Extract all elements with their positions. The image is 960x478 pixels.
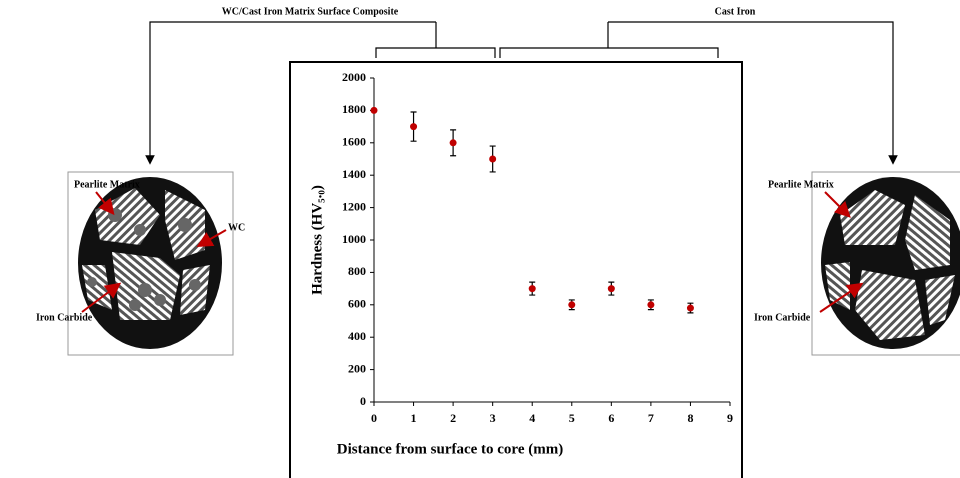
chart-frame bbox=[289, 61, 743, 478]
diagram-label: WC bbox=[228, 222, 245, 233]
brackets bbox=[150, 21, 893, 160]
x-tick-label: 0 bbox=[371, 411, 377, 425]
y-tick-label: 1600 bbox=[342, 135, 366, 149]
left-diagram: Pearlite Matrix WC Iron Carbide bbox=[36, 171, 245, 356]
data-point bbox=[568, 301, 576, 309]
right-diagram: Pearlite Matrix Iron Carbide bbox=[754, 171, 960, 356]
y-tick-label: 1000 bbox=[342, 232, 366, 246]
data-point bbox=[410, 123, 418, 131]
y-tick-label: 1400 bbox=[342, 167, 366, 181]
data-point bbox=[489, 155, 497, 163]
x-tick-label: 6 bbox=[608, 411, 614, 425]
y-tick-label: 400 bbox=[348, 329, 366, 343]
data-point bbox=[449, 139, 457, 147]
x-tick-label: 7 bbox=[648, 411, 654, 425]
x-tick-label: 5 bbox=[569, 411, 575, 425]
region-label: Cast Iron bbox=[715, 6, 756, 17]
diagram-label: Pearlite Matrix bbox=[74, 179, 140, 190]
data-point bbox=[528, 285, 536, 293]
region-label: WC/Cast Iron Matrix Surface Composite bbox=[222, 6, 399, 17]
data-point bbox=[607, 285, 615, 293]
y-tick-label: 2000 bbox=[342, 70, 366, 84]
y-tick-label: 600 bbox=[348, 297, 366, 311]
data-point bbox=[686, 304, 694, 312]
y-tick-label: 1800 bbox=[342, 102, 366, 116]
diagram-label: Iron Carbide bbox=[36, 312, 93, 323]
data-point bbox=[647, 301, 655, 309]
x-tick-label: 3 bbox=[490, 411, 496, 425]
y-axis-label: Hardness (HV₅.₀) bbox=[309, 185, 325, 295]
x-tick-label: 2 bbox=[450, 411, 456, 425]
x-tick-label: 8 bbox=[687, 411, 693, 425]
y-tick-label: 1200 bbox=[342, 199, 366, 213]
x-axis-label: Distance from surface to core (mm) bbox=[337, 441, 563, 457]
diagram-label: Iron Carbide bbox=[754, 312, 811, 323]
y-tick-label: 0 bbox=[360, 394, 366, 408]
diagram-label: Pearlite Matrix bbox=[768, 179, 834, 190]
x-tick-label: 9 bbox=[727, 411, 733, 425]
data-point bbox=[370, 106, 378, 114]
x-tick-label: 1 bbox=[411, 411, 417, 425]
y-tick-label: 200 bbox=[348, 361, 366, 375]
x-tick-label: 4 bbox=[529, 411, 535, 425]
y-tick-label: 800 bbox=[348, 264, 366, 278]
